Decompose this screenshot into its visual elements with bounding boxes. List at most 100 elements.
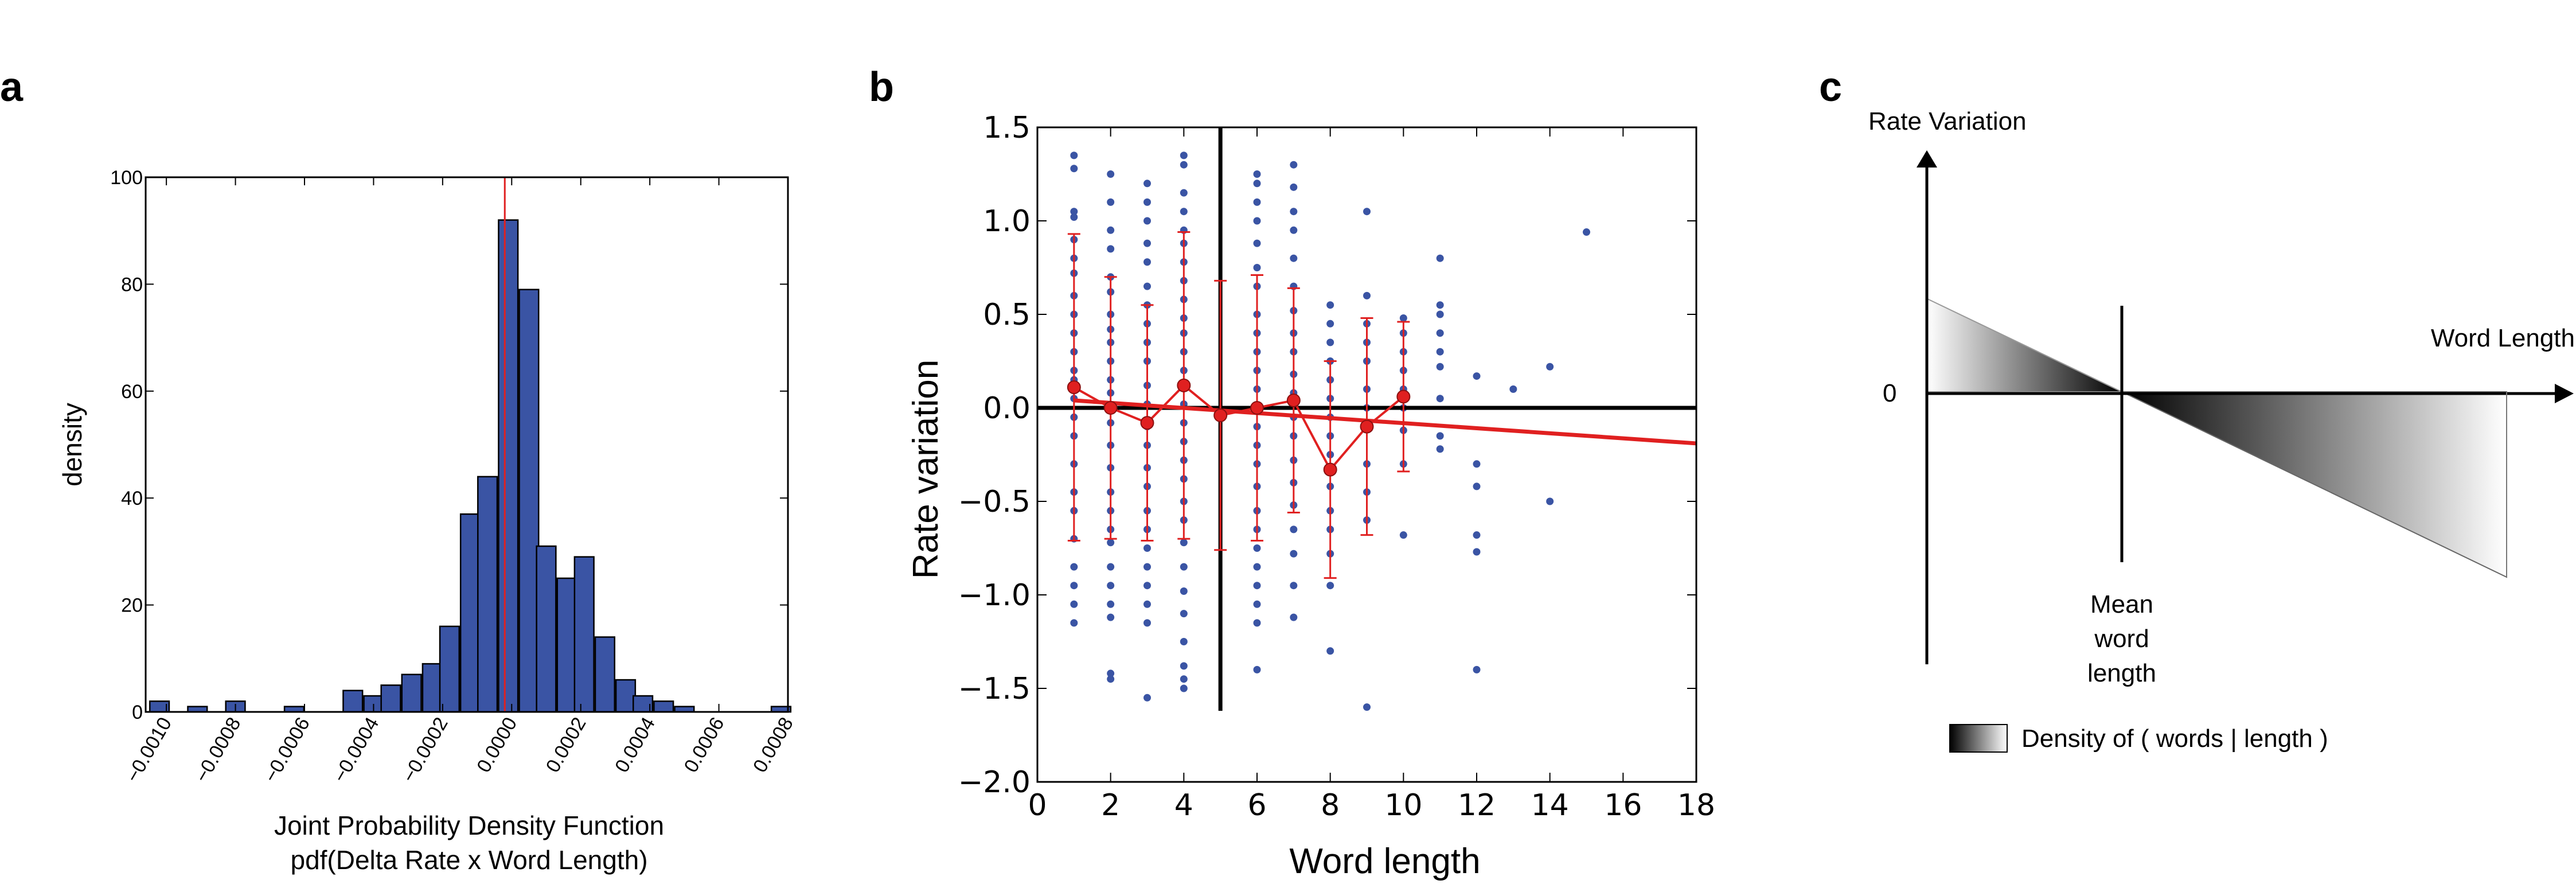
mean-point: [1360, 419, 1374, 434]
panel-b-letter: b: [869, 64, 894, 110]
histogram-panel: 0 20 40 60 80 100 −0.0010 −0.0008 −0.0006 −0.0004…: [57, 167, 798, 875]
histogram-y-tick-label: 0: [132, 702, 143, 723]
scatter-x-tick-label: 14: [1531, 788, 1569, 823]
x-axis-arrowhead-icon: [2555, 384, 2574, 403]
scatter-point: [1107, 669, 1115, 677]
scatter-y-tick-label: −0.5: [958, 485, 1031, 519]
scatter-point: [1290, 550, 1298, 558]
scatter-y-tick-label: 1.0: [983, 204, 1031, 239]
scatter-x-tick-label: 12: [1458, 788, 1496, 823]
histogram-bar: [556, 577, 577, 713]
scatter-point: [1180, 610, 1188, 618]
scatter-point: [1436, 445, 1444, 453]
histogram-bar: [615, 679, 637, 713]
scatter-point: [1107, 600, 1115, 608]
mean-point: [1250, 401, 1264, 415]
scatter-point: [1583, 228, 1590, 236]
scatter-x-tick-label: 18: [1677, 788, 1715, 823]
histogram-bar: [380, 684, 401, 713]
scatter-point: [1107, 170, 1115, 178]
scatter-x-tick-label: 8: [1321, 788, 1340, 823]
histogram-bar: [401, 673, 422, 713]
scatter-point: [1363, 291, 1371, 299]
scatter-point: [1326, 301, 1334, 309]
scatter-point: [1070, 600, 1078, 608]
density-legend-swatch: [1949, 724, 2008, 753]
scatter-point: [1180, 684, 1188, 692]
histogram-x-tick-label: 0.0002: [542, 714, 591, 776]
scatter-point: [1107, 675, 1115, 683]
scatter-point: [1143, 694, 1151, 702]
mean-label-line3: length: [2087, 659, 2156, 687]
scatter-point: [1290, 613, 1298, 621]
histogram-bars: [149, 219, 792, 713]
scatter-point: [1070, 151, 1078, 159]
mean-point: [1177, 378, 1191, 392]
histogram-bar: [594, 636, 615, 713]
scatter-point: [1436, 301, 1444, 309]
histogram-x-axis-label-line1: Joint Probability Density Function: [274, 811, 664, 840]
scatter-point: [1180, 662, 1188, 670]
scatter-point: [1436, 254, 1444, 262]
scatter-point: [1326, 647, 1334, 655]
scatter-frame: [1036, 126, 1697, 783]
scatter-point: [1290, 183, 1298, 191]
scatter-point: [1253, 170, 1261, 178]
mean-point: [1396, 390, 1411, 404]
scatter-point: [1253, 582, 1261, 590]
rate-variation-axis-label: Rate Variation: [1868, 107, 2027, 135]
scatter-x-tick-label: 4: [1174, 788, 1193, 823]
mean-point: [1103, 401, 1118, 415]
scatter-means: [1067, 231, 1411, 579]
histogram-y-tick-label: 100: [110, 167, 143, 189]
histogram-x-tick-label: −0.0006: [260, 714, 314, 786]
scatter-point: [1290, 208, 1298, 216]
scatter-point: [1143, 582, 1151, 590]
scatter-x-tick-label: 0: [1028, 788, 1047, 823]
zero-label: 0: [1883, 379, 1896, 407]
scatter-x-tick-label: 6: [1247, 788, 1266, 823]
scatter-point: [1143, 563, 1151, 571]
scatter-point: [1253, 600, 1261, 608]
histogram-bar: [498, 219, 519, 713]
scatter-y-tick-label: 0.5: [983, 298, 1031, 332]
scatter-point: [1180, 208, 1188, 216]
histogram-bar: [342, 690, 364, 713]
histogram-bar: [459, 513, 481, 713]
scatter-point: [1070, 619, 1078, 627]
scatter-point: [1070, 208, 1078, 216]
scatter-point: [1290, 582, 1298, 590]
scatter-x-tick-label: 2: [1101, 788, 1120, 823]
scatter-point: [1290, 254, 1298, 262]
scatter-point: [1180, 587, 1188, 595]
scatter-point: [1143, 217, 1151, 225]
scatter-point: [1253, 217, 1261, 225]
histogram-bar: [536, 545, 557, 713]
histogram-x-tick-label: −0.0002: [398, 714, 452, 786]
scatter-point: [1473, 460, 1481, 468]
scatter-point: [1473, 531, 1481, 539]
scatter-fit: [1074, 398, 1697, 446]
scatter-point: [1253, 665, 1261, 673]
left-density-triangle: [1927, 298, 2122, 392]
scatter-point: [1143, 198, 1151, 206]
mean-point: [1286, 393, 1301, 407]
scatter-point: [1363, 703, 1371, 711]
histogram-bar: [653, 700, 674, 713]
scatter-point: [1473, 548, 1481, 556]
histogram-x-axis-label-line2: pdf(Delta Rate x Word Length): [290, 845, 647, 875]
scatter-point: [1253, 544, 1261, 552]
scatter-point: [1107, 582, 1115, 590]
scatter-point: [1143, 544, 1151, 552]
y-axis-arrowhead-icon: [1917, 150, 1937, 168]
scatter-point: [1326, 582, 1334, 590]
scatter-y-tick-label: 0.0: [983, 391, 1031, 426]
scatter-point: [1253, 180, 1261, 188]
mean-line: [1073, 384, 1404, 472]
scatter-ticks: 1.5 1.0 0.5 0.0 −0.5 −1.0 −1.5 −2.00 2 4 6 8 10 12 14 1…: [958, 111, 1715, 823]
scatter-point: [1070, 563, 1078, 571]
scatter-point: [1436, 363, 1444, 371]
mean-point: [1323, 462, 1337, 477]
histogram-bar: [477, 476, 498, 713]
scatter-point: [1107, 539, 1115, 547]
